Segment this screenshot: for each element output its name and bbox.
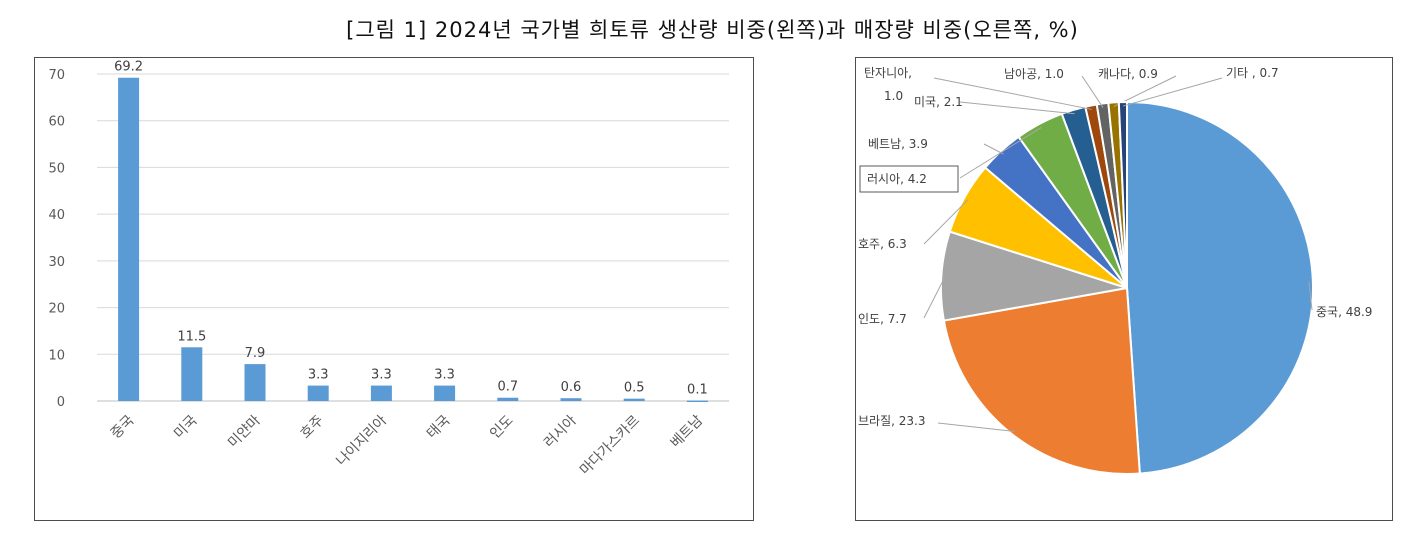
slice-label: 미국, 2.1 bbox=[914, 95, 963, 109]
leader-line bbox=[937, 422, 1016, 432]
bar-chart-svg: 0 10 20 30 40 50 60 70 69.2 중국 11.5 미국 7.9 미얀마 3.3 호주 3.… bbox=[48, 60, 729, 478]
y-tick-label: 60 bbox=[48, 115, 65, 130]
bar-나이지리아 bbox=[370, 385, 392, 401]
x-tick-label: 미얀마 bbox=[225, 412, 264, 451]
bar-미얀마 bbox=[244, 364, 266, 401]
bar-인도 bbox=[497, 397, 519, 401]
slice-label: 브라질, 23.3 bbox=[858, 414, 925, 428]
leader-line bbox=[959, 126, 1042, 179]
x-tick-label: 베트남 bbox=[668, 412, 707, 451]
y-tick-label: 50 bbox=[48, 161, 65, 176]
data-label: 3.3 bbox=[371, 368, 392, 383]
slice-label: 중국, 48.9 bbox=[1316, 305, 1372, 319]
x-tick-label: 미국 bbox=[171, 412, 201, 442]
data-label: 0.7 bbox=[497, 380, 518, 395]
pie-slice-브라질 bbox=[942, 286, 1141, 475]
slice-label: 러시아, 4.2 bbox=[867, 172, 927, 186]
pie-slice-중국 bbox=[1126, 100, 1314, 475]
x-tick-label: 태국 bbox=[424, 412, 454, 442]
leader-line bbox=[959, 101, 1075, 115]
leader-line bbox=[1122, 77, 1223, 107]
y-tick-label: 20 bbox=[48, 302, 65, 317]
leader-line bbox=[923, 199, 969, 245]
x-tick-label: 인도 bbox=[487, 412, 517, 442]
x-tick-label: 나이지리아 bbox=[333, 412, 390, 469]
leader-line bbox=[1308, 281, 1313, 311]
data-label: 3.3 bbox=[308, 368, 329, 383]
slice-label: 1.0 bbox=[884, 89, 903, 103]
x-tick-label: 러시아 bbox=[541, 412, 580, 451]
data-label: 3.3 bbox=[434, 368, 455, 383]
slice-label: 호주, 6.3 bbox=[858, 237, 907, 251]
data-label: 7.9 bbox=[245, 346, 266, 361]
bar-마다가스카르 bbox=[623, 398, 645, 401]
bar-호주 bbox=[307, 385, 329, 401]
x-tick-label: 마다가스카르 bbox=[577, 412, 643, 478]
bar-베트남 bbox=[686, 400, 708, 403]
slice-label: 베트남, 3.9 bbox=[868, 137, 928, 151]
bar-러시아 bbox=[560, 398, 582, 401]
pie-chart-reserves: 중국, 48.9 브라질, 23.3 인도, 7.7 호주, 6.3 베트남, 3.9 러… bbox=[855, 57, 1393, 521]
leader-line bbox=[933, 77, 1092, 110]
y-tick-label: 0 bbox=[57, 395, 65, 410]
bar-chart-production: 0 10 20 30 40 50 60 70 69.2 중국 11.5 미국 7.9 미얀마 3.3 호주 3.… bbox=[34, 57, 754, 521]
bar-중국 bbox=[118, 77, 140, 401]
slice-label: 캐나다, 0.9 bbox=[1098, 67, 1158, 81]
data-label: 69.2 bbox=[114, 60, 143, 75]
slice-label: 탄자니아, bbox=[864, 66, 912, 80]
y-tick-label: 40 bbox=[48, 208, 65, 223]
slice-label: 남아공, 1.0 bbox=[1004, 67, 1064, 81]
slice-label: 기타 , 0.7 bbox=[1226, 66, 1279, 80]
y-tick-label: 30 bbox=[48, 255, 65, 270]
pie-slice-기타 bbox=[1117, 100, 1128, 289]
slice-label: 인도, 7.7 bbox=[858, 312, 907, 326]
data-label: 11.5 bbox=[177, 329, 206, 344]
figure-title: [그림 1] 2024년 국가별 희토류 생산량 비중(왼쪽)과 매장량 비중(… bbox=[346, 18, 1079, 42]
x-tick-label: 호주 bbox=[297, 412, 327, 442]
bar-미국 bbox=[181, 347, 203, 401]
data-label: 0.6 bbox=[561, 380, 582, 395]
y-tick-label: 10 bbox=[48, 348, 65, 363]
data-label: 0.1 bbox=[687, 383, 708, 398]
pie-chart-svg: 중국, 48.9 브라질, 23.3 인도, 7.7 호주, 6.3 베트남, 3.9 러… bbox=[858, 66, 1372, 475]
data-label: 0.5 bbox=[624, 381, 645, 396]
leader-line bbox=[923, 275, 946, 319]
label-box bbox=[859, 165, 959, 193]
bar-태국 bbox=[434, 385, 456, 401]
leader-line bbox=[1081, 75, 1104, 108]
x-tick-label: 중국 bbox=[108, 412, 138, 442]
y-tick-label: 70 bbox=[48, 68, 65, 83]
